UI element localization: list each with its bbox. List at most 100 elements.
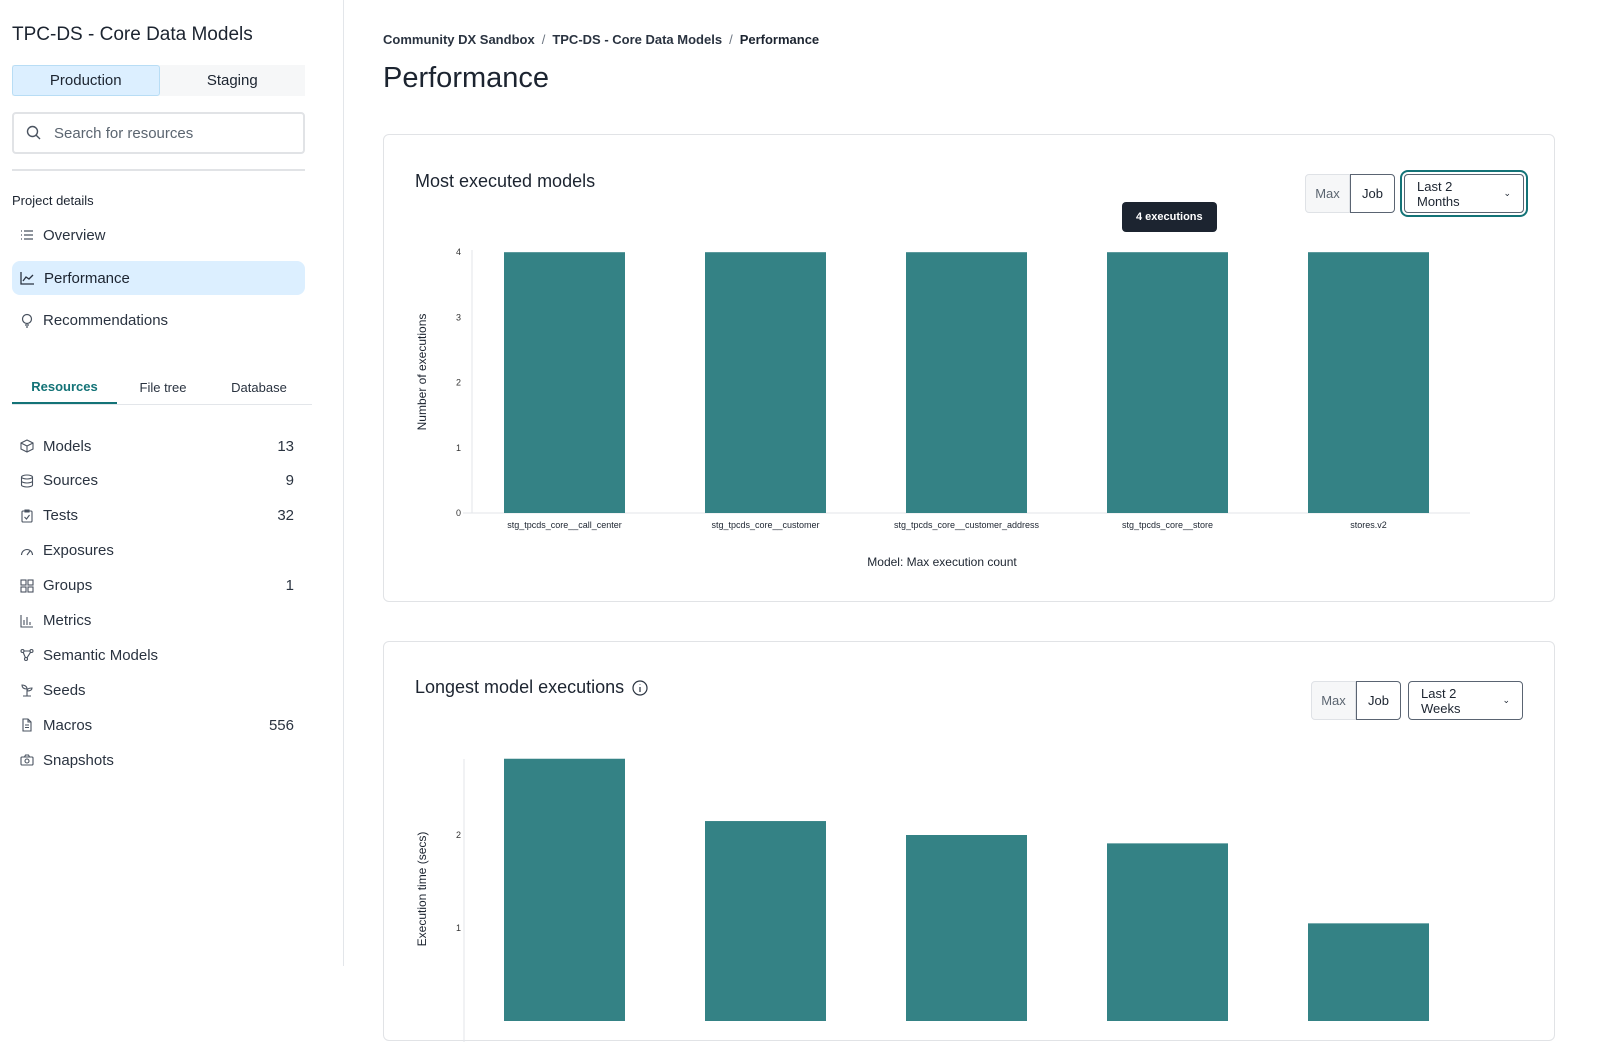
resource-label: Semantic Models: [43, 646, 159, 664]
card-title: Most executed models: [415, 171, 596, 191]
breadcrumb-link[interactable]: TPC-DS - Core Data Models: [552, 32, 723, 47]
x-tick-label: stores.v2: [1350, 520, 1387, 530]
camera-icon: [20, 754, 34, 766]
bar: [504, 758, 625, 1021]
bar: [705, 252, 826, 513]
job-button[interactable]: Job: [1350, 174, 1395, 213]
resource-metrics[interactable]: Metrics: [20, 606, 294, 636]
search-input[interactable]: [54, 124, 274, 142]
bar: [1308, 923, 1429, 1021]
resource-label: Snapshots: [43, 751, 114, 769]
resource-models[interactable]: Models 13: [20, 431, 294, 461]
chevron-down-icon: ⌄: [1503, 188, 1511, 198]
bar-tooltip: 4 executions: [1122, 202, 1217, 232]
breadcrumb-link[interactable]: Community DX Sandbox: [383, 32, 535, 47]
card-title: Longest model executions: [415, 677, 648, 698]
breadcrumb-current: Performance: [739, 32, 820, 47]
env-staging-button[interactable]: Staging: [206, 72, 258, 89]
execution-time-bar-chart: 1 2 Execution time (secs): [415, 758, 1429, 1042]
graph-icon: [20, 649, 34, 662]
y-tick-label: 2: [456, 378, 461, 388]
y-axis-title: Execution time (secs): [415, 832, 429, 947]
nav-performance[interactable]: Performance: [12, 261, 305, 295]
max-job-toggle: Max Job: [1311, 681, 1401, 720]
nav-label: Performance: [44, 269, 130, 287]
tab-file-tree[interactable]: File tree: [139, 379, 187, 395]
search-icon: [26, 125, 41, 140]
bar: [1107, 252, 1228, 513]
x-tick-label: stg_tpcds_core__store: [1122, 520, 1213, 530]
resource-snapshots[interactable]: Snapshots: [20, 745, 294, 775]
bar: [705, 821, 826, 1021]
nav-label: Recommendations: [43, 311, 169, 329]
resource-label: Macros: [43, 716, 93, 734]
lightbulb-icon: [21, 313, 33, 328]
resource-tests[interactable]: Tests 32: [20, 501, 294, 531]
resource-label: Models: [43, 437, 92, 455]
job-button[interactable]: Job: [1356, 681, 1401, 720]
resource-label: Groups: [43, 577, 93, 595]
gauge-icon: [20, 548, 34, 556]
page-title: Performance: [383, 62, 550, 94]
y-tick-label: 4: [456, 247, 461, 257]
section-title: Project details: [12, 193, 94, 208]
resource-sources[interactable]: Sources 9: [20, 466, 294, 496]
chevron-down-icon: ⌄: [1502, 695, 1510, 705]
x-tick-label: stg_tpcds_core__call_center: [507, 520, 622, 530]
y-axis-title: Number of executions: [415, 314, 429, 431]
resource-label: Exposures: [43, 542, 114, 560]
chart-line-icon: [20, 272, 34, 285]
max-button[interactable]: Max: [1305, 174, 1350, 213]
nav-overview[interactable]: Overview: [12, 218, 305, 252]
resource-count: 9: [285, 472, 294, 490]
card-title-text: Longest model executions: [415, 677, 625, 697]
resource-groups[interactable]: Groups 1: [20, 571, 294, 601]
breadcrumb: Community DX Sandbox / TPC-DS - Core Data …: [383, 32, 820, 47]
resource-macros[interactable]: Macros 556: [20, 710, 294, 740]
y-tick-label: 0: [456, 508, 461, 518]
y-tick-label: 1: [456, 923, 461, 933]
bar: [1107, 843, 1228, 1021]
list-icon: [21, 230, 33, 240]
tab-database[interactable]: Database: [231, 379, 287, 395]
resource-label: Metrics: [43, 612, 92, 629]
sprout-icon: [21, 684, 33, 697]
sidebar: TPC-DS - Core Data Models Production Sta…: [0, 0, 344, 966]
project-title: TPC-DS - Core Data Models: [12, 24, 253, 45]
clipboard-icon: [21, 509, 33, 523]
env-production-button[interactable]: Production: [12, 65, 160, 96]
resource-count: 13: [277, 437, 294, 455]
x-tick-label: stg_tpcds_core__customer: [711, 520, 819, 530]
bar: [1308, 252, 1429, 513]
most-executed-card: Most executed models Max Job Last 2 Mont…: [383, 134, 1555, 602]
nav-recommendations[interactable]: Recommendations: [12, 303, 305, 337]
tab-resources[interactable]: Resources: [12, 370, 117, 404]
resource-label: Seeds: [43, 681, 86, 699]
resource-exposures[interactable]: Exposures: [20, 536, 294, 566]
bar: [504, 252, 625, 513]
time-range-dropdown[interactable]: Last 2 Months ⌄: [1404, 174, 1524, 213]
resource-semantic-models[interactable]: Semantic Models: [20, 640, 294, 670]
resource-count: 556: [268, 716, 294, 734]
time-range-dropdown[interactable]: Last 2 Weeks ⌄: [1408, 681, 1523, 720]
x-axis-title: Model: Max execution count: [867, 555, 1017, 569]
y-tick-label: 2: [456, 830, 461, 840]
environment-switch: Production Staging: [12, 65, 305, 96]
max-job-toggle: Max Job: [1305, 174, 1395, 213]
resource-label: Sources: [43, 472, 99, 490]
info-icon[interactable]: [632, 679, 648, 696]
y-tick-label: 1: [456, 443, 461, 453]
divider: [12, 169, 305, 171]
longest-executions-card: Longest model executions Max Job Last 2 …: [383, 641, 1555, 1042]
cube-icon: [20, 439, 34, 453]
resource-seeds[interactable]: Seeds: [20, 675, 294, 705]
dropdown-value: Last 2 Months: [1417, 178, 1460, 209]
bar: [906, 835, 1027, 1021]
resource-label: Tests: [43, 507, 79, 525]
bar-chart-icon: [20, 614, 33, 628]
y-tick-label: 3: [456, 312, 461, 322]
bar: [906, 252, 1027, 513]
search-box: [12, 112, 305, 154]
max-button[interactable]: Max: [1311, 681, 1356, 720]
executions-bar-chart: 0 1 2 3 4 stg_tpcds_core__call_center stg_tpcd…: [415, 247, 1470, 569]
